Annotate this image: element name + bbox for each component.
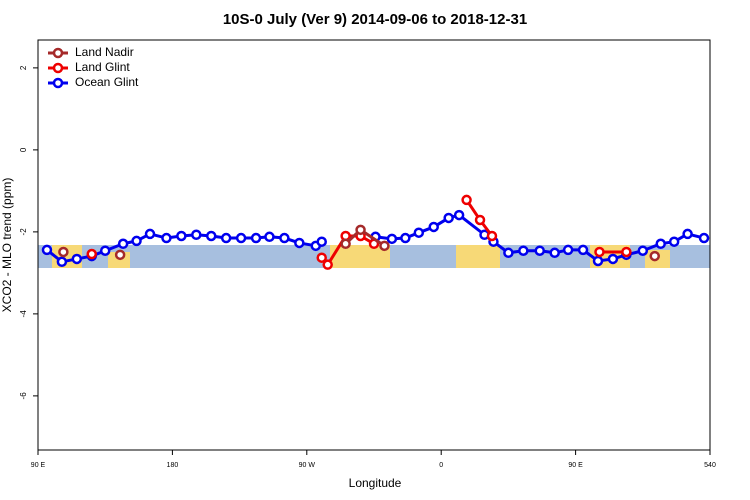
y-tick-label: -4 (19, 310, 28, 318)
data-point (682, 228, 693, 240)
data-point (279, 232, 290, 244)
legend-marker (52, 77, 64, 89)
data-point (562, 244, 574, 256)
data-point (191, 229, 202, 240)
legend-label: Land Glint (75, 60, 130, 74)
data-point (117, 238, 129, 250)
data-point (322, 259, 333, 270)
data-point (56, 256, 68, 268)
plot-frame (37, 39, 711, 451)
data-point (621, 246, 632, 258)
data-point (86, 248, 98, 260)
x-tick-label: 540 (704, 462, 716, 469)
data-point (486, 230, 498, 242)
data-point (428, 221, 439, 233)
data-point (649, 250, 660, 262)
data-point (250, 232, 262, 244)
data-point (698, 232, 710, 244)
data-point (294, 237, 305, 249)
legend-marker (52, 62, 64, 74)
data-point (400, 232, 411, 244)
y-tick-label: 0 (19, 147, 28, 152)
data-point (316, 236, 327, 247)
data-point (205, 230, 217, 242)
data-point (131, 235, 142, 247)
x-tick-label: 180 (167, 462, 179, 469)
data-point (474, 214, 486, 226)
data-point (58, 246, 69, 258)
y-axis-label: XCO2 - MLO trend (ppm) (0, 178, 14, 313)
y-tick-label: -6 (19, 392, 28, 400)
data-point (41, 244, 53, 256)
x-tick-label: 90 E (31, 462, 46, 469)
y-tick-label: -2 (19, 228, 28, 236)
data-point (114, 249, 126, 261)
data-point (592, 255, 604, 267)
data-point (443, 212, 454, 224)
data-point (637, 245, 649, 256)
land-patch (456, 245, 500, 268)
data-point (503, 247, 514, 259)
data-point (413, 227, 425, 238)
data-point (235, 232, 247, 244)
data-point (355, 224, 366, 236)
data-point (386, 233, 398, 245)
y-tick-label: 2 (19, 65, 28, 70)
legend-marker (52, 47, 64, 59)
chart-title: 10S-0 July (Ver 9) 2014-09-06 to 2018-12… (223, 11, 527, 28)
x-tick-label: 0 (439, 462, 443, 469)
x-tick-label: 90 E (568, 462, 583, 469)
data-point (220, 232, 232, 244)
data-point (668, 236, 680, 247)
data-point (534, 245, 546, 256)
data-point (316, 252, 327, 263)
legend-label: Land Nadir (75, 45, 134, 59)
data-point (340, 238, 351, 250)
data-point (577, 244, 589, 256)
x-tick-label: 90 W (299, 462, 316, 469)
data-point (549, 247, 560, 259)
legend-label: Ocean Glint (75, 75, 139, 89)
data-point (161, 232, 172, 244)
data-point (453, 209, 465, 221)
data-point (518, 245, 529, 256)
data-point (144, 228, 156, 240)
data-point (607, 253, 619, 265)
data-point (461, 194, 472, 206)
land-patch (330, 245, 390, 268)
data-point (379, 240, 390, 252)
x-axis-label: Longitude (349, 476, 402, 490)
data-point (71, 253, 83, 265)
data-point (264, 231, 275, 243)
data-point (176, 230, 187, 242)
data-point (594, 246, 605, 258)
data-point (99, 245, 111, 256)
data-point (655, 238, 666, 250)
